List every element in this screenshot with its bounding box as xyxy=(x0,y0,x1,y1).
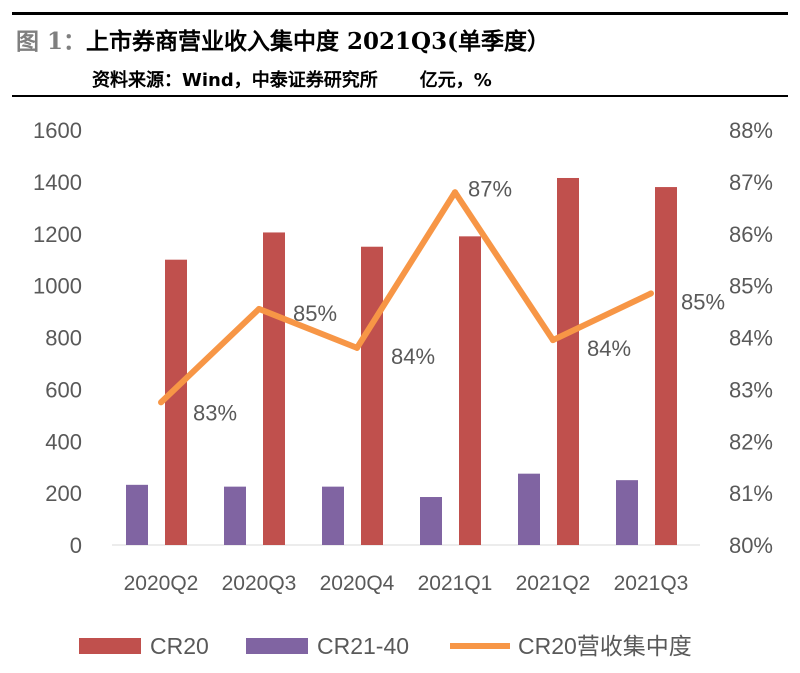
bars xyxy=(126,177,677,545)
category-labels: 2020Q2 2020Q3 2020Q4 2021Q1 2021Q2 2021Q3 xyxy=(124,572,689,595)
source-text: 资料来源：Wind，中泰证券研究所 xyxy=(92,70,378,91)
legend: CR20 CR21-40 CR20营收集中度 xyxy=(79,633,692,659)
concentration-point xyxy=(550,337,556,344)
bar-cr20 xyxy=(459,236,481,545)
y-left-tick-label: 1200 xyxy=(33,222,82,247)
bar-cr21-40 xyxy=(420,497,442,545)
y-left-tick-label: 200 xyxy=(45,481,82,506)
y-left-tick-label: 1000 xyxy=(33,274,82,299)
figure-number: 图 1： xyxy=(16,28,87,55)
concentration-point xyxy=(452,189,458,196)
y-left-tick-label: 1400 xyxy=(33,170,82,195)
concentration-point xyxy=(256,305,262,312)
x-category-label: 2021Q1 xyxy=(418,572,493,595)
y-right-tick-label: 80% xyxy=(729,533,773,558)
concentration-line xyxy=(158,189,653,405)
bar-cr20 xyxy=(165,259,187,545)
y-right-tick-label: 87% xyxy=(729,170,773,195)
y-left-tick-label: 800 xyxy=(45,326,82,351)
concentration-point xyxy=(158,399,164,406)
bar-cr21-40 xyxy=(518,473,540,545)
top-rule xyxy=(12,12,788,15)
concentration-data-label: 87% xyxy=(468,176,512,201)
y-left-tick-label: 400 xyxy=(45,429,82,454)
bar-cr21-40 xyxy=(126,484,148,545)
bar-cr20 xyxy=(263,232,285,545)
y-right-tick-label: 88% xyxy=(729,118,773,143)
y-right-tick-label: 81% xyxy=(729,481,773,506)
figure-title-text: 上市券商营业收入集中度 2021Q3(单季度） xyxy=(86,28,550,55)
unit-text: 亿元，% xyxy=(419,70,492,91)
concentration-point xyxy=(354,344,360,351)
legend-label-cr20: CR20 xyxy=(150,633,209,659)
concentration-data-label: 85% xyxy=(681,289,725,314)
bar-cr21-40 xyxy=(322,486,344,545)
concentration-data-label: 84% xyxy=(391,344,435,369)
x-category-label: 2020Q3 xyxy=(222,572,297,595)
bar-cr20 xyxy=(361,246,383,545)
concentration-data-label: 83% xyxy=(193,400,237,425)
bar-cr21-40 xyxy=(224,486,246,545)
right-axis-ticks: 80% 81% 82% 83% 84% 85% 86% 87% 88% xyxy=(729,118,773,558)
x-category-label: 2021Q3 xyxy=(614,572,689,595)
legend-label-cr21-40: CR21-40 xyxy=(317,633,409,659)
bar-cr20 xyxy=(655,187,677,545)
concentration-point xyxy=(648,290,654,297)
x-category-label: 2021Q2 xyxy=(516,572,591,595)
x-category-label: 2020Q2 xyxy=(124,572,199,595)
source-line: 资料来源：Wind，中泰证券研究所 亿元，% xyxy=(92,66,492,92)
x-category-label: 2020Q4 xyxy=(320,572,395,595)
y-right-tick-label: 84% xyxy=(729,326,773,351)
bar-cr21-40 xyxy=(616,480,638,545)
y-left-tick-label: 600 xyxy=(45,377,82,402)
bar-cr20 xyxy=(557,177,579,545)
concentration-data-label: 85% xyxy=(293,301,337,326)
y-right-tick-label: 86% xyxy=(729,222,773,247)
y-right-tick-label: 85% xyxy=(729,274,773,299)
y-right-tick-label: 82% xyxy=(729,429,773,454)
y-left-tick-label: 1600 xyxy=(33,118,82,143)
left-axis-ticks: 0 200 400 600 800 1000 1200 1400 1600 xyxy=(33,118,82,558)
figure-title: 图 1：上市券商营业收入集中度 2021Q3(单季度） xyxy=(16,22,550,56)
y-right-tick-label: 83% xyxy=(729,377,773,402)
legend-swatch-cr21-40 xyxy=(246,638,308,654)
concentration-data-label: 84% xyxy=(587,336,631,361)
header-rule xyxy=(12,95,788,97)
concentration-line-group: 83% 85% 84% 87% 84% 85% xyxy=(158,176,725,425)
y-left-tick-label: 0 xyxy=(70,533,82,558)
legend-label-concentration: CR20营收集中度 xyxy=(518,633,692,659)
legend-swatch-cr20 xyxy=(79,638,141,654)
